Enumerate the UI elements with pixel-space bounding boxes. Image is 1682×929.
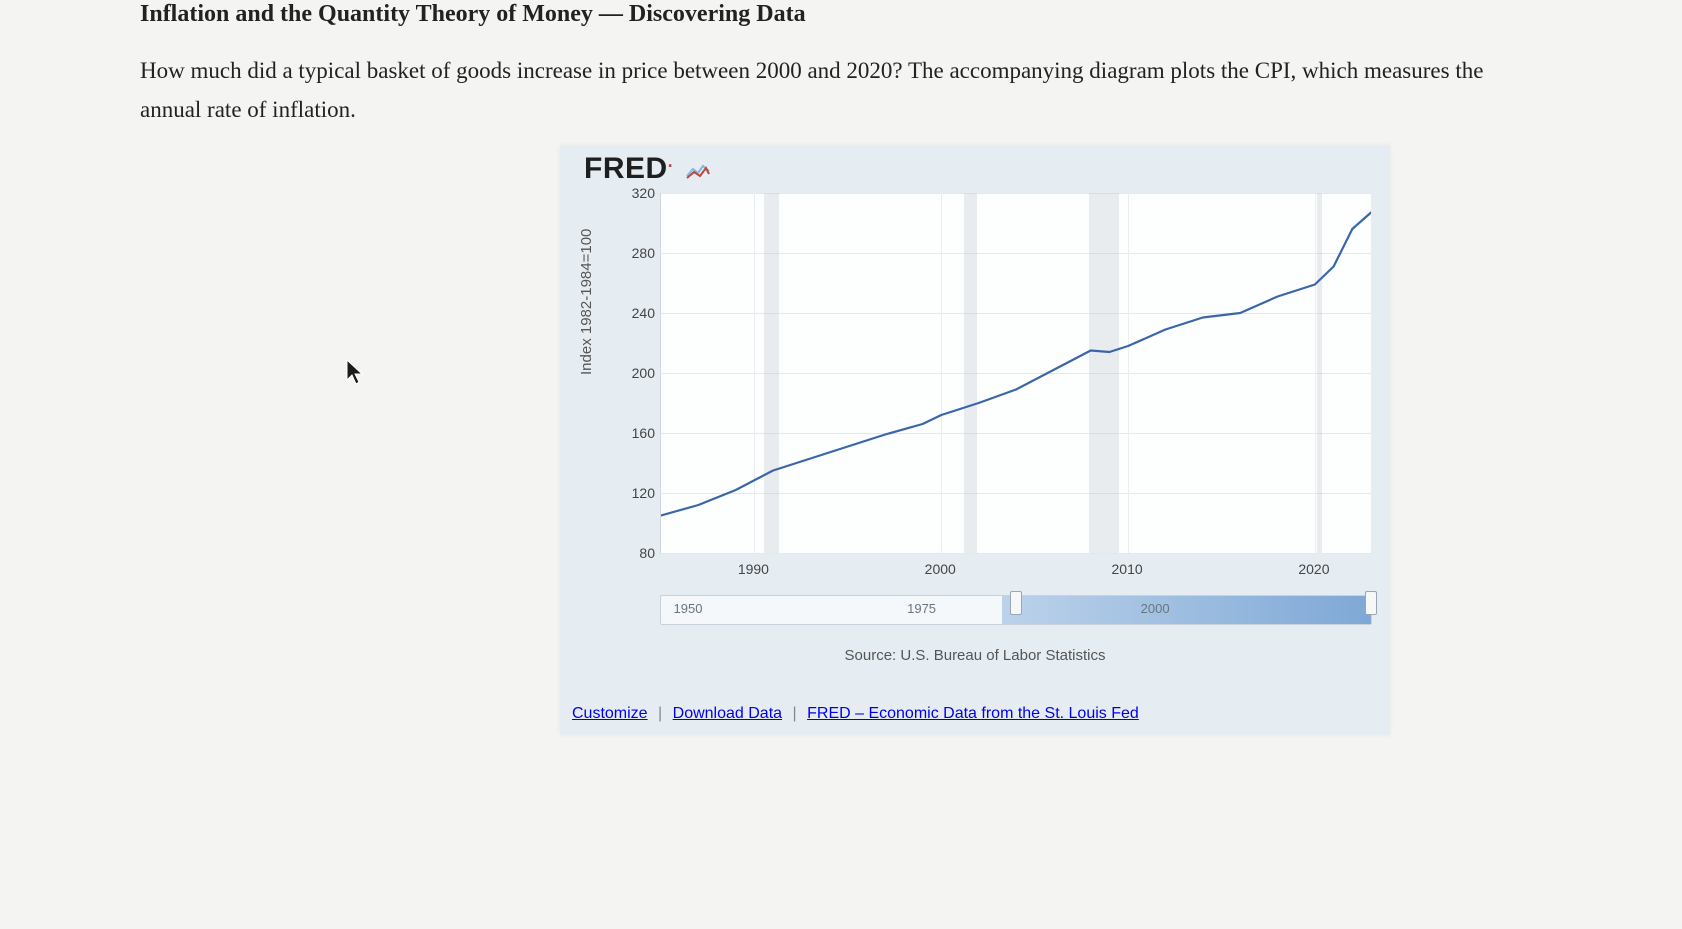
customize-link[interactable]: Customize <box>572 705 648 722</box>
y-tick-label: 160 <box>615 425 655 441</box>
download-data-link[interactable]: Download Data <box>673 705 782 722</box>
cursor-icon <box>345 358 365 386</box>
link-separator: | <box>658 705 662 722</box>
y-tick-label: 200 <box>615 365 655 381</box>
slider-tick-label: 2000 <box>1141 601 1170 616</box>
page-heading: Inflation and the Quantity Theory of Mon… <box>140 0 1542 29</box>
fred-logo-dot: . <box>668 151 674 171</box>
chart-plot-area[interactable] <box>660 193 1371 554</box>
cpi-line <box>661 193 1371 553</box>
y-tick-label: 80 <box>615 545 655 561</box>
y-tick-label: 320 <box>615 185 655 201</box>
y-axis-label: Index 1982-1984=100 <box>578 229 595 375</box>
slider-handle-left[interactable] <box>1010 591 1022 615</box>
slider-handle-right[interactable] <box>1365 591 1377 615</box>
y-tick-label: 120 <box>615 485 655 501</box>
chart-line-icon <box>686 153 710 187</box>
source-text: Source: U.S. Bureau of Labor Statistics <box>560 647 1390 664</box>
grid-line <box>661 553 1371 554</box>
fred-logo-text: FRED <box>584 152 668 185</box>
x-tick-label: 2020 <box>1298 561 1329 577</box>
chart-links-row: Customize | Download Data | FRED – Econo… <box>572 705 1139 723</box>
slider-tick-label: 1975 <box>907 601 936 616</box>
slider-tick-label: 1950 <box>674 601 703 616</box>
x-tick-label: 2000 <box>925 561 956 577</box>
x-tick-label: 2010 <box>1112 561 1143 577</box>
link-separator: | <box>793 705 797 722</box>
fred-source-link[interactable]: FRED – Economic Data from the St. Louis … <box>807 705 1139 722</box>
y-tick-label: 240 <box>615 305 655 321</box>
fred-chart-card: FRED. Index 1982-1984=100 80 120 160 200 240… <box>560 145 1390 735</box>
y-tick-label: 280 <box>615 245 655 261</box>
fred-logo: FRED. <box>584 151 710 187</box>
x-tick-label: 1990 <box>738 561 769 577</box>
body-text: How much did a typical basket of goods i… <box>140 51 1540 129</box>
